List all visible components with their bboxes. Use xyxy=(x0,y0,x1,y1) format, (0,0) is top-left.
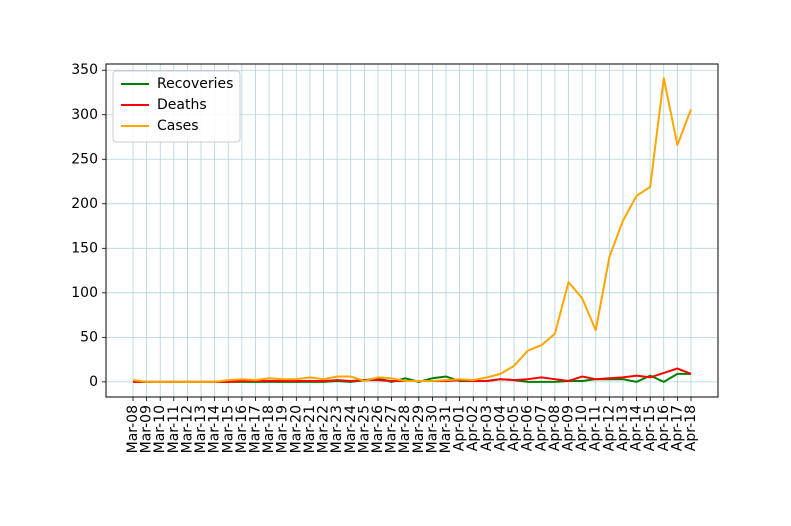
x-tick-label: Mar-28 xyxy=(397,405,413,453)
x-tick-label: Mar-17 xyxy=(247,405,263,453)
x-tick-label: Apr-05 xyxy=(506,405,522,451)
x-tick-label: Mar-25 xyxy=(356,405,372,453)
x-tick-label: Mar-16 xyxy=(234,405,250,453)
plot-frame xyxy=(105,63,719,398)
x-tick-label: Apr-14 xyxy=(629,405,645,451)
legend-box xyxy=(112,70,241,143)
legend-label-cases: Cases xyxy=(157,118,199,134)
legend-label-deaths: Deaths xyxy=(157,97,207,113)
x-tick-label: Apr-01 xyxy=(452,405,468,451)
x-tick-label: Mar-29 xyxy=(411,405,427,453)
x-tick-label: Mar-18 xyxy=(261,405,277,453)
x-tick-label: Apr-08 xyxy=(547,405,563,451)
x-tick-label: Apr-10 xyxy=(574,405,590,451)
x-tick-label: Mar-14 xyxy=(207,405,223,453)
x-tick-label: Mar-10 xyxy=(152,405,168,453)
legend-label-recoveries: Recoveries xyxy=(157,76,233,92)
x-tick-label: Mar-15 xyxy=(220,405,236,453)
x-tick-label: Mar-26 xyxy=(370,405,386,453)
y-tick-label: 350 xyxy=(71,62,98,78)
x-tick-label: Apr-11 xyxy=(588,405,604,451)
x-tick-label: Mar-24 xyxy=(343,405,359,453)
y-axis: 0 50 100 150 200 250 300 350 xyxy=(71,62,106,390)
x-tick-label: Apr-13 xyxy=(615,405,631,451)
legend: Recoveries Deaths Cases xyxy=(112,70,241,143)
y-tick-label: 250 xyxy=(71,151,98,167)
x-tick-label: Mar-31 xyxy=(438,405,454,453)
x-tick-label: Mar-21 xyxy=(302,405,318,453)
x-tick-label: Mar-30 xyxy=(424,405,440,453)
x-tick-label: Apr-18 xyxy=(683,405,699,451)
series-lines xyxy=(132,77,692,383)
y-tick-label: 150 xyxy=(71,240,98,256)
x-tick-label: Apr-15 xyxy=(642,405,658,451)
x-tick-label: Apr-12 xyxy=(601,405,617,451)
x-tick-label: Mar-20 xyxy=(288,405,304,453)
y-tick-label: 0 xyxy=(89,374,98,390)
x-tick-label: Apr-17 xyxy=(669,405,685,451)
series-line-cases xyxy=(132,77,692,383)
x-tick-label: Apr-09 xyxy=(561,405,577,451)
x-tick-label: Mar-13 xyxy=(193,405,209,453)
x-tick-label: Apr-06 xyxy=(520,405,536,451)
y-tick-label: 100 xyxy=(71,285,98,301)
x-tick-label: Mar-23 xyxy=(329,405,345,453)
x-tick-label: Apr-03 xyxy=(479,405,495,451)
y-tick-label: 50 xyxy=(80,329,98,345)
y-tick-label: 200 xyxy=(71,196,98,212)
x-tick-label: Apr-04 xyxy=(492,405,508,451)
y-tick-label: 300 xyxy=(71,107,98,123)
x-tick-label: Mar-27 xyxy=(384,405,400,453)
x-tick-label: Mar-08 xyxy=(125,405,141,453)
x-tick-label: Apr-07 xyxy=(533,405,549,451)
x-tick-label: Mar-19 xyxy=(275,405,291,453)
x-tick-label: Apr-16 xyxy=(656,405,672,451)
x-tick-label: Mar-09 xyxy=(139,405,155,453)
x-axis: Mar-08Mar-09Mar-10Mar-11Mar-12Mar-13Mar-… xyxy=(125,397,699,453)
x-tick-label: Apr-02 xyxy=(465,405,481,451)
x-tick-label: Mar-12 xyxy=(179,405,195,453)
x-tick-label: Mar-11 xyxy=(166,405,182,453)
x-tick-label: Mar-22 xyxy=(316,405,332,453)
